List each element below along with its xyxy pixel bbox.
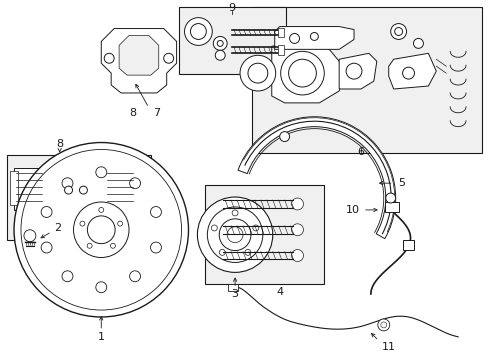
- Circle shape: [184, 18, 212, 45]
- Circle shape: [346, 63, 361, 79]
- Circle shape: [289, 33, 299, 44]
- Polygon shape: [388, 53, 435, 89]
- Circle shape: [62, 178, 73, 189]
- Circle shape: [64, 186, 72, 194]
- Text: 1: 1: [98, 332, 104, 342]
- Polygon shape: [339, 53, 376, 89]
- Bar: [56, 215, 93, 237]
- Bar: [251, 7, 481, 153]
- Circle shape: [163, 53, 173, 63]
- Text: 9: 9: [228, 3, 235, 13]
- Bar: [178, 7, 285, 74]
- Text: 7: 7: [153, 108, 160, 118]
- Bar: [10, 171, 18, 205]
- Circle shape: [118, 221, 122, 226]
- Circle shape: [79, 186, 87, 194]
- Text: 8: 8: [129, 108, 136, 118]
- Circle shape: [244, 249, 250, 255]
- Circle shape: [80, 221, 85, 226]
- Circle shape: [24, 230, 36, 242]
- Polygon shape: [274, 27, 353, 49]
- Circle shape: [252, 225, 258, 231]
- Circle shape: [215, 50, 224, 60]
- Circle shape: [217, 40, 223, 46]
- Circle shape: [291, 198, 303, 210]
- Circle shape: [413, 39, 423, 48]
- Bar: [384, 202, 398, 212]
- Circle shape: [380, 322, 386, 328]
- Bar: [7, 156, 150, 240]
- Circle shape: [197, 197, 272, 273]
- Circle shape: [390, 23, 406, 40]
- Text: 6: 6: [357, 148, 364, 157]
- Circle shape: [219, 219, 250, 251]
- Circle shape: [240, 55, 275, 91]
- Bar: [402, 240, 414, 249]
- Circle shape: [227, 227, 243, 243]
- Circle shape: [104, 53, 114, 63]
- Text: 10: 10: [346, 205, 359, 215]
- Bar: [205, 185, 324, 284]
- Bar: [277, 45, 283, 55]
- Bar: [131, 171, 141, 205]
- Circle shape: [73, 202, 129, 257]
- Circle shape: [87, 243, 92, 248]
- Circle shape: [291, 224, 303, 236]
- Circle shape: [62, 271, 73, 282]
- Circle shape: [207, 207, 263, 262]
- Polygon shape: [119, 36, 159, 75]
- Circle shape: [150, 242, 161, 253]
- Circle shape: [99, 207, 103, 212]
- Polygon shape: [101, 28, 176, 93]
- Circle shape: [280, 51, 324, 95]
- Circle shape: [190, 23, 206, 40]
- Circle shape: [394, 28, 402, 36]
- Bar: [54, 170, 95, 215]
- Circle shape: [288, 59, 316, 87]
- Circle shape: [247, 63, 267, 83]
- Text: 3: 3: [231, 289, 238, 299]
- Circle shape: [87, 216, 115, 244]
- Circle shape: [279, 132, 289, 141]
- Circle shape: [291, 249, 303, 261]
- Circle shape: [41, 207, 52, 217]
- Circle shape: [385, 193, 395, 203]
- Bar: [228, 284, 238, 291]
- Text: 5: 5: [397, 178, 404, 188]
- Circle shape: [377, 319, 389, 331]
- Circle shape: [96, 167, 106, 178]
- Circle shape: [129, 178, 140, 189]
- Circle shape: [402, 67, 414, 79]
- Circle shape: [129, 271, 140, 282]
- Circle shape: [310, 32, 318, 40]
- Circle shape: [110, 243, 115, 248]
- Text: 2: 2: [54, 223, 61, 233]
- Wedge shape: [238, 117, 395, 239]
- Circle shape: [96, 282, 106, 293]
- Circle shape: [232, 210, 238, 216]
- Bar: [277, 28, 283, 37]
- Bar: [105, 168, 135, 210]
- Text: 11: 11: [381, 342, 395, 352]
- Circle shape: [213, 36, 227, 50]
- Circle shape: [211, 225, 217, 231]
- Circle shape: [21, 149, 181, 310]
- Text: 4: 4: [276, 287, 283, 297]
- Text: 8: 8: [56, 139, 63, 149]
- Circle shape: [150, 207, 161, 217]
- Circle shape: [41, 242, 52, 253]
- Circle shape: [219, 249, 225, 255]
- Bar: [14, 168, 44, 210]
- Polygon shape: [271, 44, 344, 103]
- Circle shape: [14, 143, 188, 317]
